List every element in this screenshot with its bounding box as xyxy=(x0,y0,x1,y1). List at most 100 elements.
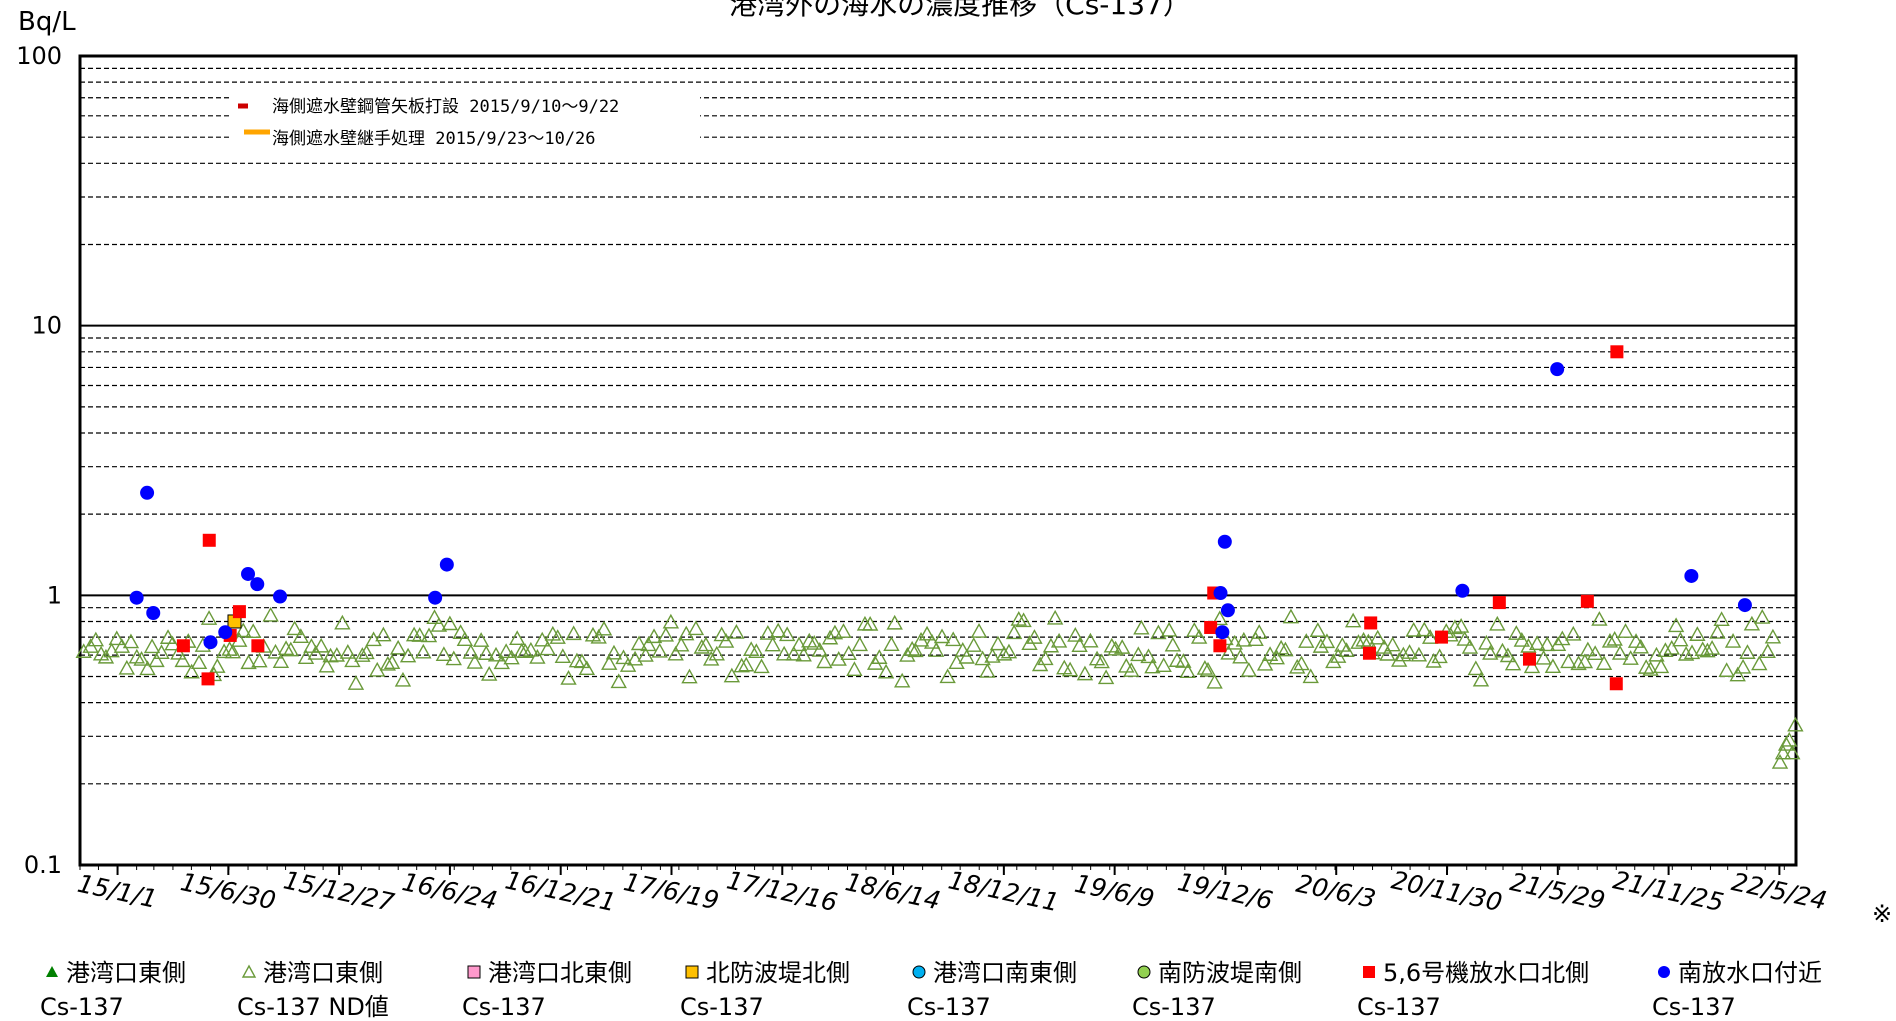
nd-triangle xyxy=(1133,619,1150,635)
nd-triangle xyxy=(1277,641,1294,657)
nd-triangle xyxy=(139,660,156,676)
nd-triangle xyxy=(122,633,140,649)
legend-label: 港湾口東側 xyxy=(66,959,186,987)
nd-triangle xyxy=(1103,637,1120,653)
nd-triangle xyxy=(785,645,802,661)
annotations: 海側遮水壁鋼管矢板打設 2015/9/10～9/22 海側遮水壁継手処理 2015… xyxy=(230,92,700,149)
nd-triangle xyxy=(1535,649,1552,665)
nd-triangle xyxy=(903,640,921,656)
nd-triangle xyxy=(681,668,698,684)
nd-triangle xyxy=(1000,643,1018,659)
nd-triangle xyxy=(1042,637,1060,653)
nd-triangle xyxy=(1046,609,1064,625)
nd-triangle xyxy=(354,647,371,662)
data-point-square xyxy=(1610,345,1624,359)
nd-triangle xyxy=(1232,648,1249,664)
nd-triangle xyxy=(821,629,839,645)
legend-marker xyxy=(467,965,481,979)
nd-triangle xyxy=(1774,744,1792,760)
nd-triangle xyxy=(328,646,346,662)
nd-triangle xyxy=(1140,648,1157,664)
nd-triangle xyxy=(630,635,648,651)
y-tick-label: 0.1 xyxy=(24,851,62,879)
nd-triangle xyxy=(1093,653,1110,669)
nd-triangle xyxy=(687,620,705,636)
nd-triangle xyxy=(1164,636,1182,652)
nd-triangle xyxy=(886,614,903,630)
nd-triangle xyxy=(1677,645,1695,661)
nd-triangle xyxy=(1421,629,1439,644)
legend-marker xyxy=(1363,966,1375,978)
nd-triangle xyxy=(1606,630,1623,646)
nd-triangle xyxy=(1771,754,1789,769)
nd-triangle xyxy=(590,628,607,644)
nd-triangle xyxy=(1050,632,1068,648)
nd-triangle xyxy=(918,625,936,641)
data-point-circle xyxy=(146,605,161,620)
nd-triangle xyxy=(1312,638,1330,653)
nd-triangle xyxy=(1338,642,1355,657)
nd-triangle xyxy=(851,636,869,652)
data-point-circle xyxy=(1684,568,1699,583)
nd-triangle xyxy=(965,637,982,652)
nd-triangle xyxy=(307,645,324,660)
nd-triangle xyxy=(1724,633,1742,648)
nd-triangle xyxy=(1586,645,1604,660)
nd-triangle xyxy=(1410,646,1428,662)
nd-triangle xyxy=(1560,653,1577,669)
data-point-square xyxy=(1522,652,1536,666)
nd-triangle xyxy=(1289,658,1306,674)
nd-triangle xyxy=(303,638,320,653)
nd-triangle xyxy=(637,647,654,662)
nd-triangle xyxy=(183,663,200,679)
nd-triangle xyxy=(778,626,796,642)
legend-marker xyxy=(46,966,58,977)
nd-triangle xyxy=(1097,669,1115,685)
nd-triangle xyxy=(375,626,392,642)
nd-triangle xyxy=(445,650,462,666)
nd-triangle xyxy=(984,648,1001,663)
legend-label: 港湾口東側 xyxy=(263,959,383,987)
nd-triangle xyxy=(1056,659,1073,675)
nd-triangle xyxy=(1672,631,1689,647)
nd-triangle xyxy=(497,643,515,658)
nd-triangle xyxy=(1591,611,1608,626)
nd-triangle xyxy=(1576,653,1594,669)
nd-triangle xyxy=(615,649,632,665)
legend-label: 北防波堤北側 xyxy=(706,959,850,987)
nd-triangle xyxy=(1663,639,1680,655)
data-point-circle xyxy=(218,625,233,640)
nd-triangle xyxy=(1627,633,1645,648)
data-point-circle xyxy=(1455,583,1470,598)
data-point-square xyxy=(1204,620,1218,634)
nd-triangle xyxy=(578,660,596,676)
nd-triangle xyxy=(1160,621,1178,637)
nd-triangle xyxy=(235,622,252,638)
nd-triangle xyxy=(1579,641,1597,657)
nd-triangle xyxy=(1240,662,1258,677)
nd-triangle xyxy=(1523,658,1541,674)
plot-area xyxy=(78,54,1798,867)
nd-triangle xyxy=(1751,655,1768,671)
nd-triangle xyxy=(1369,629,1386,645)
nd-triangle xyxy=(1595,655,1613,670)
nd-triangle xyxy=(1456,631,1473,646)
nd-triangle xyxy=(1395,646,1412,662)
nd-triangle xyxy=(673,636,690,652)
nd-triangle xyxy=(383,654,401,670)
nd-triangle xyxy=(1293,655,1310,671)
nd-triangle xyxy=(840,645,857,660)
nd-triangle xyxy=(1683,644,1701,660)
nd-triangle xyxy=(286,620,303,636)
nd-triangle xyxy=(1179,663,1196,679)
nd-triangle xyxy=(939,668,956,684)
nd-triangle xyxy=(667,645,684,661)
nd-triangle xyxy=(1759,643,1776,659)
nd-triangle xyxy=(995,645,1013,661)
nd-triangle xyxy=(1005,624,1023,640)
nd-triangle xyxy=(1123,662,1140,677)
nd-triangle xyxy=(1528,635,1546,651)
nd-triangle xyxy=(1703,640,1721,655)
nd-triangle xyxy=(1642,661,1659,676)
annotation-text: 海側遮水壁鋼管矢板打設 2015/9/10～9/22 xyxy=(272,97,619,117)
